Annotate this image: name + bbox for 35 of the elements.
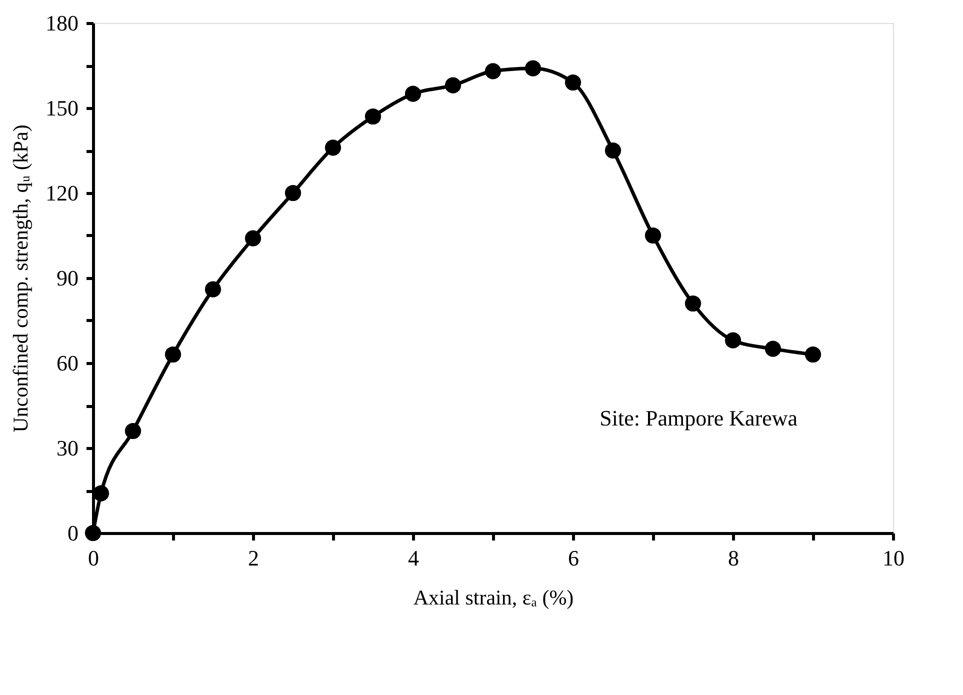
annotation: Site: Pampore Karewa bbox=[600, 405, 798, 430]
x-tick-label: 10 bbox=[882, 546, 904, 570]
point bbox=[604, 142, 622, 159]
point bbox=[204, 281, 222, 298]
point bbox=[804, 346, 822, 363]
point bbox=[764, 340, 782, 357]
x-tick-label: 2 bbox=[248, 546, 259, 570]
point bbox=[164, 346, 182, 363]
point bbox=[124, 422, 142, 440]
point bbox=[244, 230, 262, 246]
y-tick-label: 150 bbox=[46, 96, 78, 120]
point bbox=[564, 74, 582, 91]
point bbox=[644, 227, 662, 244]
y-tick-label: 30 bbox=[56, 436, 78, 460]
x-axis-title: Axial strain, εₐ (%) bbox=[413, 586, 574, 610]
y-tick-label: 0 bbox=[68, 520, 78, 546]
y-axis-title: Unconfined comp. strength, qᵤ (kPa) bbox=[8, 124, 32, 432]
point bbox=[444, 77, 462, 94]
x-tick-label: 4 bbox=[408, 546, 419, 570]
x-tick-label: 0 bbox=[88, 546, 99, 570]
point bbox=[724, 332, 742, 348]
point bbox=[524, 60, 542, 76]
point bbox=[684, 295, 702, 312]
y-tick-label: 60 bbox=[56, 350, 78, 376]
x-tick-label: 6 bbox=[568, 546, 579, 570]
point bbox=[404, 86, 422, 102]
x-tick-label: 8 bbox=[728, 546, 739, 570]
point bbox=[484, 63, 502, 80]
y-tick-label: 90 bbox=[56, 266, 78, 290]
point bbox=[284, 184, 302, 202]
point bbox=[324, 140, 342, 156]
y-tick-label: 120 bbox=[46, 180, 78, 206]
point bbox=[364, 108, 382, 125]
point bbox=[84, 524, 102, 542]
y-tick-label: 180 bbox=[46, 10, 78, 36]
